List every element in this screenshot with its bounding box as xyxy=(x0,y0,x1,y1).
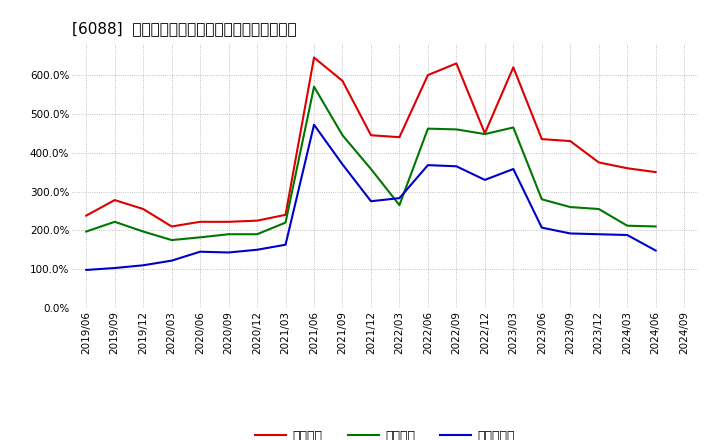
現預金比率 xyxy=(395,195,404,201)
流動比率 xyxy=(595,160,603,165)
現預金比率 xyxy=(423,162,432,168)
流動比率 xyxy=(196,219,204,224)
流動比率 xyxy=(652,169,660,175)
当座比率 xyxy=(566,205,575,210)
現預金比率 xyxy=(82,268,91,273)
流動比率 xyxy=(480,131,489,136)
流動比率 xyxy=(452,61,461,66)
Text: [6088]  流動比率、当座比率、現預金比率の推移: [6088] 流動比率、当座比率、現預金比率の推移 xyxy=(72,21,297,36)
Legend: 流動比率, 当座比率, 現預金比率: 流動比率, 当座比率, 現預金比率 xyxy=(251,425,521,440)
流動比率 xyxy=(366,132,375,138)
現預金比率 xyxy=(282,242,290,247)
現預金比率 xyxy=(139,263,148,268)
流動比率 xyxy=(395,135,404,140)
当座比率 xyxy=(253,231,261,237)
現預金比率 xyxy=(509,166,518,172)
現預金比率 xyxy=(480,177,489,183)
流動比率 xyxy=(509,65,518,70)
現預金比率 xyxy=(566,231,575,236)
当座比率 xyxy=(423,126,432,131)
現預金比率 xyxy=(110,265,119,271)
Line: 当座比率: 当座比率 xyxy=(86,87,656,240)
当座比率 xyxy=(480,132,489,137)
現預金比率 xyxy=(310,122,318,128)
現預金比率 xyxy=(537,225,546,230)
当座比率 xyxy=(452,127,461,132)
現預金比率 xyxy=(623,232,631,238)
流動比率 xyxy=(110,198,119,203)
現預金比率 xyxy=(253,247,261,253)
現預金比率 xyxy=(652,248,660,253)
現預金比率 xyxy=(366,198,375,204)
当座比率 xyxy=(310,84,318,89)
当座比率 xyxy=(196,235,204,240)
当座比率 xyxy=(509,125,518,130)
現預金比率 xyxy=(452,164,461,169)
Line: 流動比率: 流動比率 xyxy=(86,58,656,227)
Line: 現預金比率: 現預金比率 xyxy=(86,125,656,270)
流動比率 xyxy=(338,78,347,84)
当座比率 xyxy=(338,132,347,138)
当座比率 xyxy=(623,223,631,228)
当座比率 xyxy=(225,231,233,237)
当座比率 xyxy=(366,166,375,172)
当座比率 xyxy=(167,238,176,243)
現預金比率 xyxy=(595,231,603,237)
当座比率 xyxy=(110,219,119,224)
現預金比率 xyxy=(196,249,204,254)
流動比率 xyxy=(253,218,261,223)
流動比率 xyxy=(423,73,432,78)
流動比率 xyxy=(139,206,148,212)
現預金比率 xyxy=(225,250,233,255)
当座比率 xyxy=(537,197,546,202)
当座比率 xyxy=(652,224,660,229)
流動比率 xyxy=(225,219,233,224)
流動比率 xyxy=(623,165,631,171)
当座比率 xyxy=(139,229,148,234)
当座比率 xyxy=(395,202,404,208)
流動比率 xyxy=(310,55,318,60)
現預金比率 xyxy=(338,162,347,167)
現預金比率 xyxy=(167,258,176,263)
流動比率 xyxy=(566,139,575,144)
流動比率 xyxy=(537,136,546,142)
流動比率 xyxy=(282,212,290,217)
当座比率 xyxy=(282,220,290,225)
当座比率 xyxy=(82,229,91,234)
当座比率 xyxy=(595,206,603,212)
流動比率 xyxy=(82,213,91,218)
流動比率 xyxy=(167,224,176,229)
